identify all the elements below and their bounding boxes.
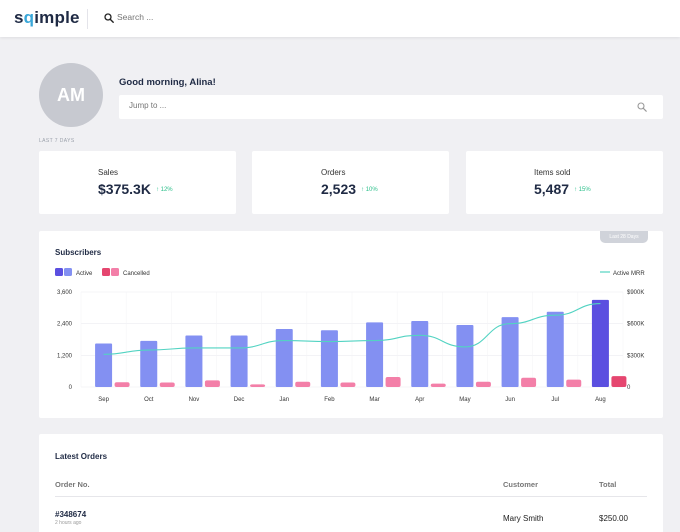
- x-tick-label: Feb: [324, 397, 335, 403]
- bar-cancelled: [340, 382, 356, 387]
- bar-cancelled: [611, 376, 627, 387]
- order-time: 2 hours ago: [55, 520, 82, 526]
- order-total: $250.00: [599, 514, 628, 523]
- column-header-customer[interactable]: Customer: [503, 480, 539, 489]
- latest-orders-title: Latest Orders: [55, 452, 108, 461]
- bar-cancelled: [521, 377, 537, 387]
- header-divider: [87, 9, 88, 29]
- period-label: LAST 7 DAYS: [39, 138, 75, 144]
- y-tick-label-right: $300K: [627, 353, 644, 359]
- bar-cancelled: [159, 382, 175, 387]
- stat-card-sales: Sales $375.3K ↑ 12%: [39, 151, 236, 214]
- subscribers-chart: 0 1,200 2,400 3,600 0 $300K $600K $900K Sep Oct No…: [55, 268, 645, 403]
- x-tick-label: Nov: [189, 397, 200, 403]
- bar-active: [95, 343, 113, 387]
- bar-active: [320, 330, 338, 387]
- legend-swatch-cancelled-1: [102, 268, 110, 276]
- greeting-text: Good morning, Alina!: [119, 77, 216, 88]
- legend-label-cancelled: Cancelled: [123, 271, 150, 277]
- jump-to-input[interactable]: [129, 101, 529, 110]
- stat-delta: ↑ 15%: [574, 187, 591, 194]
- y-tick-label-left: 1,200: [57, 353, 73, 359]
- y-tick-label-right: $600K: [627, 322, 644, 328]
- x-tick-label: Dec: [234, 397, 245, 403]
- x-tick-label: Oct: [144, 397, 154, 403]
- x-tick-label: Jun: [505, 397, 515, 403]
- header-divider: [55, 496, 647, 497]
- latest-orders-card: Latest Orders Order No. Customer Total #…: [39, 434, 663, 532]
- stat-label: Sales: [98, 168, 119, 177]
- top-bar: sqimple: [0, 0, 680, 37]
- avatar[interactable]: AM: [39, 63, 103, 127]
- subscribers-title: Subscribers: [55, 248, 102, 257]
- bar-active: [591, 299, 609, 387]
- y-tick-label-right: $900K: [627, 290, 644, 296]
- stat-delta: ↑ 12%: [155, 187, 173, 194]
- mrr-line: [103, 303, 601, 355]
- legend-swatch-active-2: [64, 268, 72, 276]
- stat-card-orders: Orders 2,523 ↑ 10%: [252, 151, 449, 214]
- order-customer: Mary Smith: [503, 514, 544, 523]
- y-tick-label-right: 0: [627, 385, 631, 391]
- stat-card-items-sold: Items sold 5,487 ↑ 15%: [466, 151, 663, 214]
- y-tick-label-left: 0: [69, 385, 73, 391]
- legend-swatch-cancelled-2: [111, 268, 119, 276]
- bar-cancelled: [114, 382, 130, 387]
- bar-cancelled: [475, 381, 491, 387]
- x-tick-label: Mar: [369, 397, 379, 403]
- bar-active: [366, 322, 384, 387]
- bar-active: [456, 324, 474, 387]
- x-tick-label: Jul: [551, 397, 559, 403]
- stat-delta: ↑ 10%: [361, 187, 378, 194]
- x-tick-label: May: [459, 397, 470, 403]
- bar-active: [275, 328, 293, 387]
- logo[interactable]: sqimple: [14, 8, 80, 27]
- bar-cancelled: [204, 380, 220, 387]
- stat-label: Items sold: [534, 168, 571, 177]
- stat-label: Orders: [321, 168, 346, 177]
- stat-value: 2,523 ↑ 10%: [321, 181, 378, 197]
- y-tick-label-left: 3,600: [57, 290, 73, 296]
- range-selector[interactable]: Last 28 Days: [600, 231, 648, 243]
- search-input[interactable]: [117, 12, 317, 22]
- bar-cancelled: [385, 376, 401, 387]
- stat-value: 5,487 ↑ 15%: [534, 181, 591, 197]
- x-tick-label: Aug: [595, 397, 606, 403]
- bar-active: [140, 340, 158, 387]
- order-number[interactable]: #348674: [55, 510, 87, 519]
- x-tick-label: Apr: [415, 397, 424, 403]
- bar-cancelled: [566, 379, 582, 387]
- bar-active: [230, 335, 248, 387]
- bar-cancelled: [250, 384, 266, 387]
- column-header-total[interactable]: Total: [599, 480, 617, 489]
- legend-swatch-active-1: [55, 268, 63, 276]
- stat-value: $375.3K ↑ 12%: [98, 181, 173, 197]
- bar-cancelled: [430, 383, 446, 387]
- jump-to-box[interactable]: [119, 95, 663, 119]
- column-header-order-no[interactable]: Order No.: [55, 480, 90, 489]
- legend-label-mrr: Active MRR: [613, 271, 645, 277]
- bar-active: [411, 321, 429, 387]
- bar-active: [185, 335, 203, 387]
- search-icon[interactable]: [637, 102, 647, 112]
- x-tick-label: Sep: [98, 397, 109, 403]
- legend-label-active: Active: [76, 271, 93, 277]
- bar-active: [501, 317, 519, 387]
- search-icon[interactable]: [104, 13, 114, 23]
- avatar-initials: AM: [57, 84, 85, 105]
- x-tick-label: Jan: [279, 397, 289, 403]
- subscribers-card: Subscribers Last 28 Days 0 1,200 2,400 3,60…: [39, 231, 663, 418]
- y-tick-label-left: 2,400: [57, 322, 73, 328]
- bar-cancelled: [295, 381, 311, 387]
- bar-active: [546, 311, 564, 387]
